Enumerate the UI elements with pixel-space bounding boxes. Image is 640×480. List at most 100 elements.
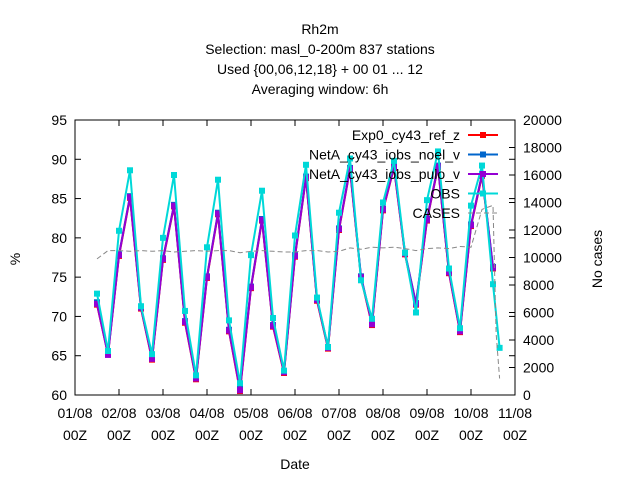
data-point [160, 256, 166, 263]
legend-entry: NetA_cy43_iobs_pulo_v [309, 166, 498, 182]
legend-label: OBS [430, 186, 460, 202]
legend-label: CASES [413, 205, 460, 221]
series-OBS [94, 148, 503, 387]
data-point [171, 202, 177, 209]
y2-axis-title: No cases [589, 230, 605, 288]
data-point [380, 199, 386, 206]
data-point [94, 290, 100, 297]
title-line-1: Rh2m [301, 21, 338, 37]
data-point [270, 315, 276, 321]
data-point [496, 344, 503, 351]
data-point [424, 197, 430, 204]
x-tick-label-date: 05/08 [233, 405, 268, 421]
y-axis: 60 65 70 75 80 85 90 95 [51, 112, 515, 403]
x-tick-label-date: 07/08 [321, 405, 356, 421]
x-tick-label-date: 04/08 [189, 405, 224, 421]
data-point [182, 307, 188, 314]
data-point [127, 194, 133, 200]
data-point [226, 327, 232, 334]
data-point [435, 163, 441, 170]
data-point [270, 322, 276, 329]
data-point [314, 294, 320, 301]
data-point [435, 148, 441, 155]
data-point [182, 318, 188, 325]
x-tick-label-date: 02/08 [101, 405, 136, 421]
data-point [336, 226, 342, 233]
y2-tick-label: 0 [523, 387, 531, 403]
legend-label: NetA_cy43_iobs_pulo_v [309, 166, 460, 182]
x-tick-label-date: 10/08 [453, 405, 488, 421]
x-tick-label-date: 01/08 [57, 405, 92, 421]
y2-axis: 0 2000 4000 6000 8000 10000 12000 14000 16000 180… [509, 112, 562, 403]
x-tick-label-hour: 00Z [151, 427, 176, 443]
y2-tick-label: 10000 [523, 250, 562, 266]
data-point [248, 252, 254, 259]
data-point [237, 387, 243, 394]
data-point [215, 176, 221, 183]
legend-entry: NetA_cy43_iobs_noel_v [309, 147, 498, 163]
data-point [325, 344, 331, 351]
data-point [402, 249, 408, 256]
title-line-4: Averaging window: 6h [252, 81, 389, 97]
y-tick-label: 95 [51, 112, 67, 128]
data-point [468, 222, 474, 229]
data-point [171, 172, 177, 178]
data-point [259, 187, 265, 194]
data-point [413, 309, 419, 316]
x-tick-label-hour: 00Z [195, 427, 220, 443]
data-point [226, 317, 232, 324]
x-tick-label-date: 03/08 [145, 405, 180, 421]
series-CASES [96, 204, 501, 379]
legend-entry: Exp0_cy43_ref_z [352, 127, 498, 143]
data-point [424, 216, 430, 223]
data-point [193, 372, 199, 379]
y-tick-label: 70 [51, 308, 67, 324]
data-point [369, 321, 375, 328]
data-point [303, 174, 309, 181]
data-point [468, 202, 474, 209]
data-point [193, 375, 199, 382]
x-axis: 01/08 00Z 02/08 00Z 03/08 00Z 04/08 00Z 05/08 00Z… [57, 120, 532, 443]
data-point [149, 351, 155, 358]
data-point [127, 167, 133, 174]
legend-label: Exp0_cy43_ref_z [352, 127, 460, 143]
data-point [490, 281, 496, 288]
title-line-2: Selection: masl_0-200m 837 stations [205, 41, 435, 57]
data-point [446, 265, 452, 272]
data-point [391, 157, 397, 164]
legend-marker [480, 151, 486, 158]
data-point [303, 161, 309, 168]
y2-tick-label: 8000 [523, 277, 554, 293]
x-tick-label-hour: 00Z [371, 427, 396, 443]
data-point [490, 264, 496, 271]
x-tick-label-date: 09/08 [409, 405, 444, 421]
legend-marker [480, 171, 486, 177]
data-point [215, 210, 221, 217]
x-tick-label-hour: 00Z [283, 427, 308, 443]
y-tick-label: 60 [51, 387, 67, 403]
series-line [96, 151, 501, 384]
data-point [336, 209, 342, 216]
data-point [457, 328, 463, 335]
data-point [105, 348, 111, 354]
x-tick-label-hour: 00Z [415, 427, 440, 443]
legend-entry: CASES [413, 205, 498, 221]
data-point [160, 234, 166, 241]
legend-marker [480, 190, 486, 197]
data-point [358, 277, 364, 284]
data-point [204, 244, 210, 251]
y-tick-label: 85 [51, 191, 67, 207]
data-point [94, 300, 100, 307]
y2-tick-label: 20000 [523, 112, 562, 128]
data-point [149, 355, 155, 362]
x-tick-label-hour: 00Z [503, 427, 528, 443]
data-point [369, 315, 375, 322]
data-point [116, 252, 122, 259]
data-point [347, 155, 353, 162]
y2-tick-label: 6000 [523, 305, 554, 321]
x-axis-title: Date [280, 456, 310, 472]
legend-marker [480, 132, 486, 138]
data-point [237, 380, 243, 387]
x-tick-label-hour: 00Z [327, 427, 352, 443]
